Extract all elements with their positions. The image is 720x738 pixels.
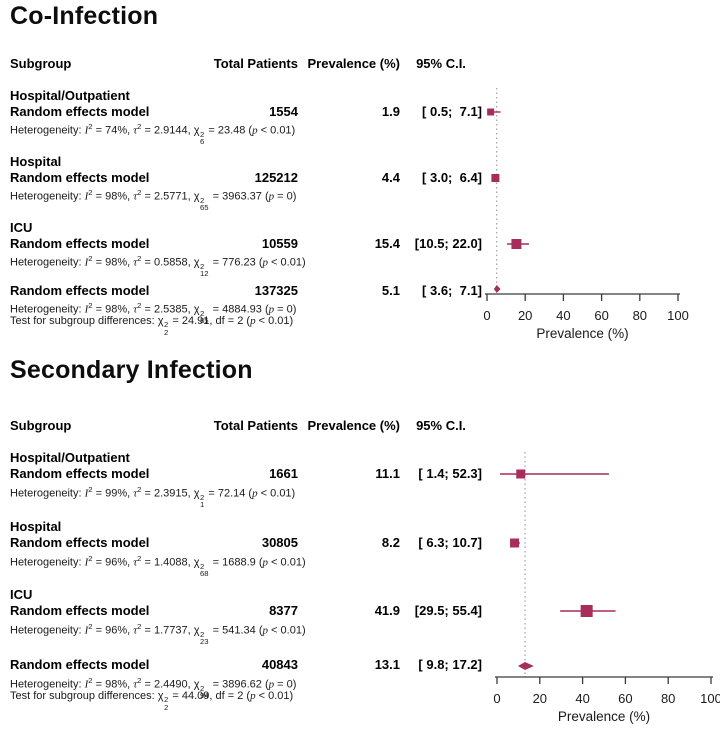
header-prevalence: Prevalence (%) — [307, 418, 401, 433]
effect-square — [511, 239, 522, 249]
ci-value: [ 1.4; 52.3] — [418, 466, 482, 481]
x-axis-tick-label: 60 — [618, 691, 632, 706]
header-ci: 95% C.I. — [416, 56, 466, 71]
column-header-row: Subgroup Total Patients Prevalence (%) 9… — [10, 418, 482, 433]
group-label-row: Hospital — [10, 154, 482, 169]
group-label-row: ICU — [10, 587, 482, 602]
group-label-row: Hospital/Outpatient — [10, 450, 482, 465]
model-row: Random effects model 30805 8.2 [ 6.3; 10… — [10, 535, 482, 550]
x-axis-tick-label: 100 — [700, 691, 720, 706]
model-label: Random effects model — [10, 466, 150, 481]
x-axis-tick-label: 0 — [493, 691, 500, 706]
prevalence-value: 41.9 — [374, 603, 400, 618]
ci-value: [ 0.5; 7.1] — [422, 104, 482, 119]
header-total-patients: Total Patients — [213, 418, 298, 433]
model-row: Random effects model 1554 1.9 [ 0.5; 7.1… — [10, 104, 482, 119]
effect-square — [491, 174, 500, 182]
model-label: Random effects model — [10, 283, 150, 298]
model-row: Random effects model 125212 4.4 [ 3.0; 6… — [10, 170, 482, 185]
model-row: Random effects model 10559 15.4 [10.5; 2… — [10, 236, 482, 251]
x-axis-title: Prevalence (%) — [558, 709, 650, 724]
ci-value: [ 6.3; 10.7] — [418, 535, 482, 550]
ci-value: [ 3.0; 6.4] — [422, 170, 482, 185]
ci-value: [10.5; 22.0] — [414, 236, 482, 251]
header-ci: 95% C.I. — [416, 418, 466, 433]
effect-square — [580, 605, 593, 617]
prevalence-value: 4.4 — [381, 170, 400, 185]
total-patients-value: 30805 — [261, 535, 298, 550]
group-label-row: ICU — [10, 220, 482, 235]
overall-model-row: Random effects model 137325 5.1 [ 3.6; 7… — [10, 283, 482, 298]
x-axis-tick-label: 80 — [633, 308, 647, 323]
header-total-patients: Total Patients — [213, 56, 298, 71]
model-label: Random effects model — [10, 236, 150, 251]
model-label: Random effects model — [10, 170, 150, 185]
model-row: Random effects model 8377 41.9 [29.5; 55… — [10, 603, 482, 618]
x-axis-tick-label: 100 — [667, 308, 689, 323]
model-label: Random effects model — [10, 104, 150, 119]
effect-square — [510, 538, 520, 548]
x-axis-tick-label: 80 — [661, 691, 675, 706]
ci-value: [ 9.8; 17.2] — [418, 657, 482, 672]
column-header-row: Subgroup Total Patients Prevalence (%) 9… — [10, 56, 482, 71]
group-label: ICU — [10, 220, 33, 235]
total-patients-value: 1661 — [269, 466, 298, 481]
total-patients-value: 137325 — [254, 283, 298, 298]
model-label: Random effects model — [10, 535, 150, 550]
header-subgroup: Subgroup — [10, 56, 72, 71]
overall-model-row: Random effects model 40843 13.1 [ 9.8; 1… — [10, 657, 482, 672]
panel-title: Co-Infection — [10, 2, 159, 30]
prevalence-value: 15.4 — [374, 236, 400, 251]
group-label: Hospital/Outpatient — [10, 88, 130, 103]
prevalence-value: 8.2 — [381, 535, 400, 550]
group-label: ICU — [10, 587, 33, 602]
header-prevalence: Prevalence (%) — [307, 56, 401, 71]
group-label-row: Hospital — [10, 519, 482, 534]
prevalence-value: 13.1 — [374, 657, 400, 672]
model-label: Random effects model — [10, 603, 150, 618]
ci-value: [ 3.6; 7.1] — [422, 283, 482, 298]
total-patients-value: 125212 — [254, 170, 298, 185]
total-patients-value: 10559 — [261, 236, 298, 251]
prevalence-value: 5.1 — [381, 283, 400, 298]
x-axis-tick-label: 0 — [483, 308, 490, 323]
header-subgroup: Subgroup — [10, 418, 72, 433]
effect-square — [516, 469, 526, 479]
total-patients-value: 1554 — [269, 104, 298, 119]
ci-value: [29.5; 55.4] — [414, 603, 482, 618]
group-label: Hospital — [10, 154, 62, 169]
model-label: Random effects model — [10, 657, 150, 672]
overall-diamond — [493, 285, 501, 293]
prevalence-value: 11.1 — [375, 466, 400, 481]
x-axis-tick-label: 40 — [556, 308, 570, 323]
x-axis-tick-label: 40 — [575, 691, 589, 706]
prevalence-value: 1.9 — [381, 104, 400, 119]
model-row: Random effects model 1661 11.1 [ 1.4; 52… — [10, 466, 482, 481]
group-label: Hospital — [10, 519, 62, 534]
group-label: Hospital/Outpatient — [10, 450, 130, 465]
effect-square — [487, 108, 495, 116]
x-axis-tick-label: 20 — [533, 691, 547, 706]
total-patients-value: 8377 — [269, 603, 298, 618]
x-axis-title: Prevalence (%) — [536, 326, 628, 341]
x-axis-tick-label: 60 — [594, 308, 608, 323]
panel-title: Secondary Infection — [10, 356, 253, 384]
overall-diamond — [517, 662, 534, 670]
group-label-row: Hospital/Outpatient — [10, 88, 482, 103]
x-axis-tick-label: 20 — [518, 308, 532, 323]
total-patients-value: 40843 — [261, 657, 298, 672]
